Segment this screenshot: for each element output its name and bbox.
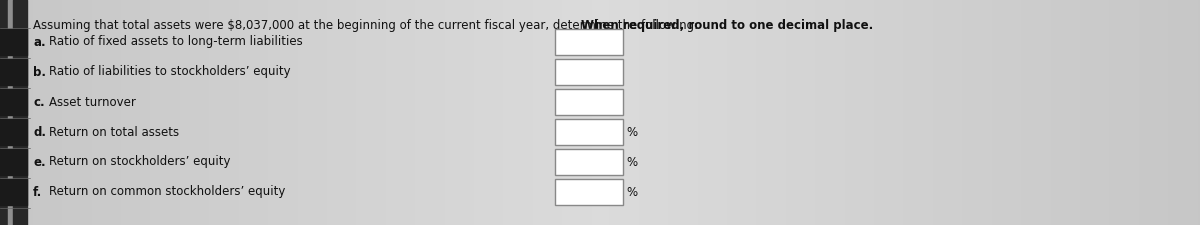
Bar <box>554 149 623 175</box>
Text: Asset turnover: Asset turnover <box>49 95 136 108</box>
Text: Assuming that total assets were $8,037,000 at the beginning of the current fisca: Assuming that total assets were $8,037,0… <box>34 19 702 32</box>
Text: %: % <box>626 126 637 139</box>
Text: When required, round to one decimal place.: When required, round to one decimal plac… <box>581 19 874 32</box>
Text: e.: e. <box>34 155 46 169</box>
Bar <box>554 89 623 115</box>
Text: f.: f. <box>34 185 42 198</box>
Bar <box>554 179 623 205</box>
Bar <box>554 119 623 145</box>
Text: Ratio of liabilities to stockholders’ equity: Ratio of liabilities to stockholders’ eq… <box>49 65 290 79</box>
Bar <box>554 59 623 85</box>
Text: d.: d. <box>34 126 46 139</box>
Text: a.: a. <box>34 36 46 49</box>
Text: Ratio of fixed assets to long-term liabilities: Ratio of fixed assets to long-term liabi… <box>49 36 302 49</box>
Text: Return on stockholders’ equity: Return on stockholders’ equity <box>49 155 230 169</box>
Text: %: % <box>626 185 637 198</box>
Text: b.: b. <box>34 65 46 79</box>
Text: Return on common stockholders’ equity: Return on common stockholders’ equity <box>49 185 286 198</box>
Bar <box>554 29 623 55</box>
Text: %: % <box>626 155 637 169</box>
Text: Return on total assets: Return on total assets <box>49 126 179 139</box>
Text: c.: c. <box>34 95 44 108</box>
